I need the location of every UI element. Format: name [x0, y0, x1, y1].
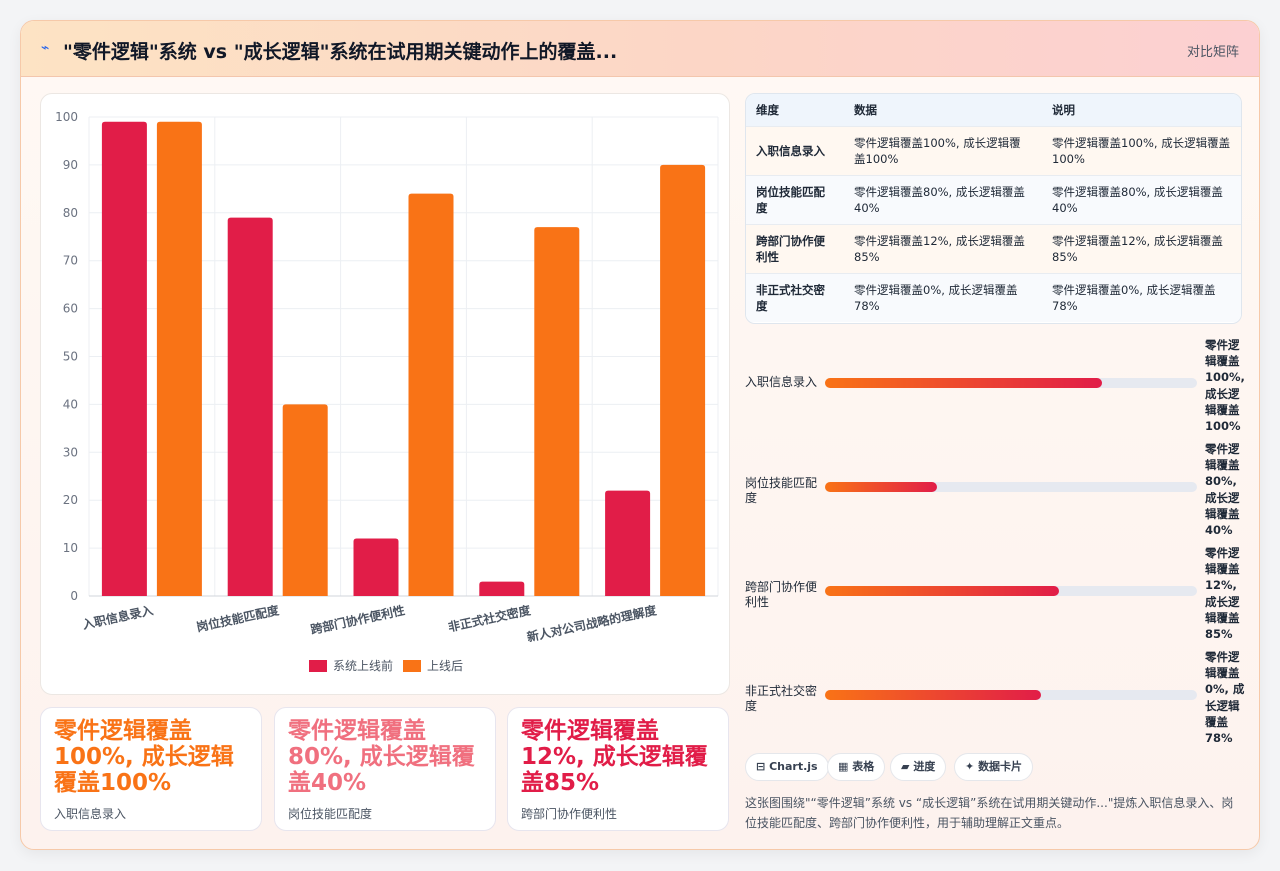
bar [101, 121, 147, 596]
progress-icon: ▰ [901, 760, 910, 773]
y-tick-label: 30 [63, 445, 78, 459]
bar [479, 581, 525, 596]
y-tick-label: 50 [63, 350, 78, 364]
x-tick-label: 跨部门协作便利性 [309, 602, 406, 637]
header-tag: 对比矩阵 [1186, 45, 1239, 60]
y-tick-label: 80 [63, 206, 78, 220]
progress-value: 零件逻辑覆盖100%, 成长逻辑覆盖100% [1205, 338, 1245, 434]
bar [156, 121, 202, 596]
x-tick-label: 新人对公司战略的理解度 [525, 602, 658, 644]
progress-value: 零件逻辑覆盖80%, 成长逻辑覆盖40% [1205, 442, 1240, 538]
table-cell-data: 零件逻辑覆盖12%, 成长逻辑覆盖85% [844, 223, 1042, 273]
y-tick-label: 90 [63, 158, 78, 172]
progress-label: 非正式社交密度 [745, 684, 818, 713]
bar [227, 217, 273, 596]
y-tick-label: 100 [55, 110, 78, 124]
table-cell-note: 零件逻辑覆盖12%, 成长逻辑覆盖85% [1042, 223, 1241, 273]
table-cell-note: 零件逻辑覆盖0%, 成长逻辑覆盖78% [1042, 272, 1241, 322]
y-tick-label: 0 [70, 589, 78, 603]
column-header-data: 数据 [844, 94, 1042, 126]
progress-track [825, 482, 1197, 492]
table-cell-data: 零件逻辑覆盖80%, 成长逻辑覆盖40% [844, 174, 1042, 224]
dashboard-card: ⌁ "零件逻辑"系统 vs "成长逻辑"系统在试用期关键动作上的覆盖... 对比… [20, 20, 1260, 850]
progress-value: 零件逻辑覆盖12%, 成长逻辑覆盖85% [1205, 546, 1240, 642]
y-tick-label: 20 [63, 493, 78, 507]
bar-chart: 0 10 20 30 40 50 60 70 80 90 100 入职信息录入 岗位技能匹配度 跨部门协… [55, 110, 719, 673]
x-tick-label: 岗位技能匹配度 [195, 602, 281, 634]
stat-value: 零件逻辑覆盖100%, 成长逻辑覆盖100% [54, 718, 234, 796]
table-cell-data: 零件逻辑覆盖0%, 成长逻辑覆盖78% [844, 272, 1042, 322]
table-cell-dimension: 入职信息录入 [746, 125, 844, 175]
chip-label: Chart.js [769, 760, 818, 773]
table-row: 跨部门协作便利性 零件逻辑覆盖12%, 成长逻辑覆盖85% 零件逻辑覆盖12%,… [746, 223, 1241, 273]
chip-label: 表格 [852, 760, 875, 773]
progress-value: 零件逻辑覆盖0%, 成长逻辑覆盖78% [1205, 650, 1245, 746]
progress-label: 岗位技能匹配度 [745, 476, 818, 505]
x-tick-label: 非正式社交密度 [447, 602, 533, 634]
progress-fill [825, 482, 937, 492]
data-table: 维度 数据 说明 入职信息录入 零件逻辑覆盖100%, 成长逻辑覆盖100% 零… [746, 94, 1241, 322]
stat-label: 岗位技能匹配度 [288, 807, 373, 821]
progress-label: 入职信息录入 [745, 375, 818, 389]
stat-card: 零件逻辑覆盖12%, 成长逻辑覆盖85% 跨部门协作便利性 [507, 707, 729, 831]
progress-track [825, 586, 1197, 596]
table-cell-dimension: 跨部门协作便利性 [746, 223, 844, 273]
progress-track [825, 378, 1197, 388]
summary-text: 这张图围绕"“零件逻辑”系统 vs “成长逻辑”系统在试用期关键动作..."提炼… [745, 796, 1234, 830]
table-row: 入职信息录入 零件逻辑覆盖100%, 成长逻辑覆盖100% 零件逻辑覆盖100%… [746, 125, 1241, 175]
x-tick-label: 入职信息录入 [81, 602, 155, 632]
stat-value: 零件逻辑覆盖80%, 成长逻辑覆盖40% [288, 718, 475, 796]
data-table-panel: 维度 数据 说明 入职信息录入 零件逻辑覆盖100%, 成长逻辑覆盖100% 零… [745, 93, 1242, 324]
stat-card: 零件逻辑覆盖100%, 成长逻辑覆盖100% 入职信息录入 [40, 707, 262, 831]
y-tick-label: 10 [63, 541, 78, 555]
stat-card: 零件逻辑覆盖80%, 成长逻辑覆盖40% 岗位技能匹配度 [274, 707, 496, 831]
progress-fill [825, 690, 1041, 700]
stat-label: 入职信息录入 [54, 807, 127, 821]
progress-fill [825, 378, 1103, 388]
lightning-icon: ⌁ [41, 40, 50, 56]
chip-label: 进度 [913, 760, 936, 773]
bar [282, 404, 328, 596]
legend-label: 系统上线前 [333, 658, 393, 673]
page-header: ⌁ "零件逻辑"系统 vs "成长逻辑"系统在试用期关键动作上的覆盖... 对比… [21, 21, 1259, 77]
legend-label: 上线后 [427, 659, 463, 673]
legend-swatch [403, 660, 421, 672]
stat-value: 零件逻辑覆盖12%, 成长逻辑覆盖85% [521, 718, 708, 796]
bar-chart-panel: 0 10 20 30 40 50 60 70 80 90 100 入职信息录入 岗位技能匹配度 跨部门协… [40, 93, 730, 695]
page-title: "零件逻辑"系统 vs "成长逻辑"系统在试用期关键动作上的覆盖... [63, 41, 618, 63]
chart-icon: ⊟ [756, 760, 766, 773]
stat-label: 跨部门协作便利性 [521, 807, 618, 821]
bar [534, 227, 580, 597]
chip-label: 数据卡片 [978, 760, 1023, 773]
progress-fill [825, 586, 1060, 596]
table-row: 岗位技能匹配度 零件逻辑覆盖80%, 成长逻辑覆盖40% 零件逻辑覆盖80%, … [746, 174, 1241, 224]
column-header-dimension: 维度 [746, 94, 844, 126]
progress-track [825, 690, 1197, 700]
table-cell-note: 零件逻辑覆盖100%, 成长逻辑覆盖100% [1042, 125, 1241, 175]
bar [408, 193, 454, 596]
chip-progress[interactable]: ▰ 进度 [890, 753, 947, 781]
y-tick-label: 40 [63, 397, 78, 411]
table-cell-data: 零件逻辑覆盖100%, 成长逻辑覆盖100% [844, 125, 1042, 175]
bar [353, 538, 399, 596]
bar [660, 164, 706, 596]
chip-chartjs[interactable]: ⊟ Chart.js [745, 753, 829, 781]
chip-data-card[interactable]: ✦ 数据卡片 [954, 753, 1034, 781]
progress-label: 跨部门协作便利性 [745, 580, 818, 609]
table-cell-dimension: 非正式社交密度 [746, 272, 844, 322]
table-cell-dimension: 岗位技能匹配度 [746, 174, 844, 224]
bar [605, 490, 651, 596]
y-tick-label: 70 [63, 254, 78, 268]
legend-swatch [309, 660, 327, 672]
chip-table[interactable]: ▦ 表格 [827, 753, 886, 781]
table-row: 非正式社交密度 零件逻辑覆盖0%, 成长逻辑覆盖78% 零件逻辑覆盖0%, 成长… [746, 272, 1241, 322]
sparkle-icon: ✦ [965, 760, 975, 773]
table-cell-note: 零件逻辑覆盖80%, 成长逻辑覆盖40% [1042, 174, 1241, 224]
y-tick-label: 60 [63, 302, 78, 316]
table-icon: ▦ [838, 760, 849, 773]
column-header-note: 说明 [1042, 94, 1241, 126]
